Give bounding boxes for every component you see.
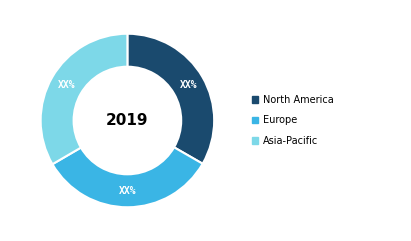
Wedge shape <box>53 147 203 207</box>
Legend: North America, Europe, Asia-Pacific: North America, Europe, Asia-Pacific <box>252 95 334 146</box>
Text: XX%: XX% <box>58 80 75 90</box>
Text: XX%: XX% <box>180 80 197 90</box>
Wedge shape <box>41 34 127 164</box>
Text: 2019: 2019 <box>106 113 149 128</box>
Text: XX%: XX% <box>119 186 136 196</box>
Wedge shape <box>127 34 214 164</box>
